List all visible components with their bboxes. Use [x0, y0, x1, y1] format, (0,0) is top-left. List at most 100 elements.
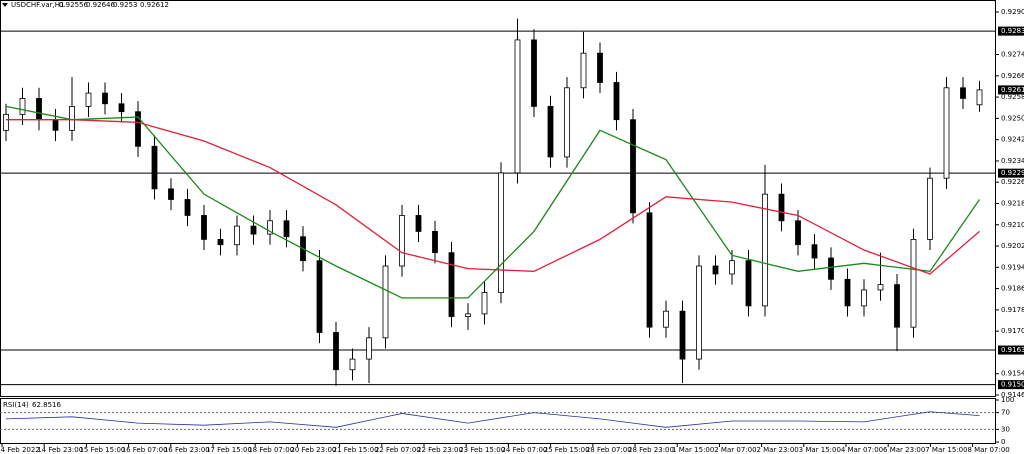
y-tick-label: 0.92265	[1001, 178, 1024, 186]
candle-body	[432, 231, 438, 254]
x-tick-label: 17 Feb 15:00	[206, 446, 252, 454]
candle-body	[514, 39, 521, 174]
rsi-panel	[0, 398, 996, 444]
candle-body	[36, 98, 42, 121]
candle-body	[69, 105, 75, 131]
main-panel	[0, 0, 996, 397]
x-tick-label: 21 Feb 15:00	[333, 446, 379, 454]
candle-body	[135, 111, 141, 147]
candle-body	[547, 105, 554, 158]
x-tick-label: 24 Feb 07:00	[501, 446, 547, 454]
x-tick-label: 28 Feb 07:00	[586, 446, 632, 454]
candle-body	[415, 215, 422, 232]
candle-body	[498, 172, 504, 293]
x-tick-label: 23 Feb 15:00	[459, 446, 505, 454]
candle-body	[399, 215, 405, 267]
candle-body	[943, 87, 950, 179]
candle-body	[102, 92, 108, 105]
candle-body	[316, 260, 323, 333]
symbol: USDCHF.var,H1	[11, 1, 65, 9]
rsi-value: 62.8516	[32, 401, 61, 409]
x-tick-label: 16 Feb 23:00	[164, 446, 210, 454]
y-tick-label: 0.92425	[1001, 136, 1024, 144]
x-tick-label: 6 Mar 23:00	[883, 446, 925, 454]
candle-body	[729, 260, 735, 275]
candle-body	[762, 193, 768, 307]
y-tick-label: 0.91545	[1001, 370, 1024, 378]
x-tick-label: 22 Feb 23:00	[417, 446, 463, 454]
candle-body	[168, 188, 174, 200]
candle-body	[465, 313, 471, 317]
candle-body	[85, 92, 92, 107]
candle-body	[366, 337, 372, 360]
candle-body	[745, 260, 752, 307]
candle-body	[630, 119, 636, 214]
candle-body	[976, 89, 983, 106]
level-label-box	[998, 168, 1024, 178]
rsi-name: RSI(14)	[3, 401, 29, 409]
x-tick-label: 4 Mar 07:00	[841, 446, 883, 454]
candle-body	[778, 193, 785, 222]
candle-body	[333, 332, 339, 371]
rsi-tick-label: 0	[1001, 438, 1005, 446]
x-tick-label: 7 Mar 15:00	[925, 446, 967, 454]
candle-body	[646, 212, 653, 328]
y-tick-label: 0.92105	[1001, 221, 1024, 229]
y-tick-label: 0.92345	[1001, 157, 1024, 165]
x-tick-label: 3 Mar 15:00	[799, 446, 841, 454]
level-label: 0.92833	[1001, 27, 1024, 35]
x-tick-label: 25 Feb 15:00	[544, 446, 590, 454]
candle-body	[283, 220, 290, 238]
candle-body	[349, 358, 356, 371]
candle-body	[201, 215, 207, 240]
level-label-box	[998, 26, 1024, 36]
candle-body	[250, 225, 257, 235]
open-price: 0.92556	[59, 1, 88, 9]
price-label: 0.92612	[1001, 86, 1024, 94]
candle-body	[531, 39, 537, 107]
rsi-tick-label: 100	[1001, 396, 1014, 404]
candle-body	[184, 199, 191, 216]
candle-body	[927, 177, 933, 240]
x-tick-label: 1 Mar 15:00	[672, 446, 714, 454]
level-label: 0.92299	[1001, 169, 1024, 177]
x-tick-label: 14 Feb 23:00	[37, 446, 83, 454]
candle-body	[877, 284, 884, 291]
candle-body	[52, 119, 59, 131]
level-label: 0.91504	[1001, 381, 1024, 389]
y-tick-label: 0.92025	[1001, 242, 1024, 250]
candle-body	[844, 278, 851, 307]
low-price: 0.9253	[113, 1, 138, 9]
candle-body	[795, 220, 801, 246]
candle-body	[663, 310, 669, 328]
level-label-box	[998, 345, 1024, 355]
candle-body	[712, 265, 719, 275]
candle-body	[811, 244, 818, 259]
candle-body	[613, 82, 620, 121]
level-label-box	[998, 380, 1024, 390]
moving-average	[5, 105, 981, 299]
close-price: 0.92612	[140, 1, 169, 9]
candle-body	[696, 265, 702, 360]
rsi-tick-label: 70	[1001, 409, 1010, 417]
moving-average	[6, 119, 980, 275]
x-tick-label: 18 Feb 07:00	[248, 446, 294, 454]
candle-body	[861, 289, 867, 307]
x-tick-label: 8 Mar 07:00	[967, 446, 1009, 454]
y-tick-label: 0.92665	[1001, 72, 1024, 80]
candle-body	[448, 252, 455, 317]
x-tick-label: 28 Feb 23:00	[628, 446, 674, 454]
y-tick-label: 0.91465	[1001, 391, 1024, 399]
candle-body	[679, 310, 686, 360]
candle-body	[118, 103, 125, 113]
y-tick-label: 0.92905	[1001, 8, 1024, 16]
candle-body	[481, 292, 488, 315]
candle-body	[894, 284, 900, 328]
candle-body	[19, 98, 26, 115]
header: USDCHF.var,H1 0.92556 0.92646 0.9253 0.9…	[11, 1, 169, 9]
rsi-line	[5, 411, 980, 428]
x-tick-label: 2 Mar 07:00	[714, 446, 756, 454]
price-label-box	[998, 85, 1024, 95]
